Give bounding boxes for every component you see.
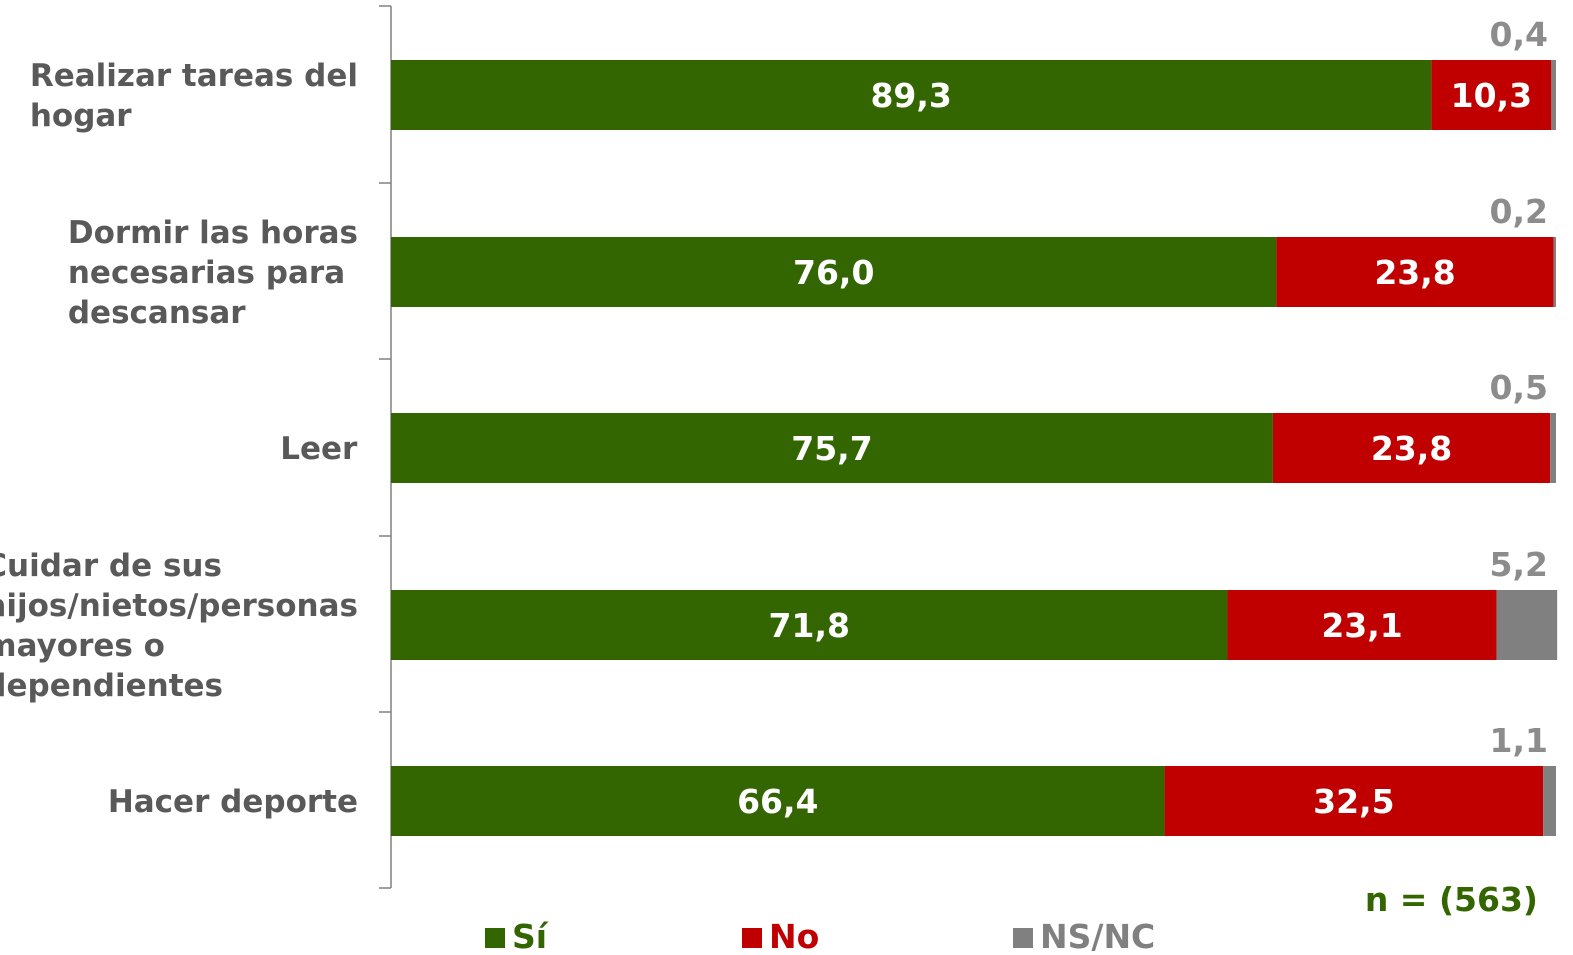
bar-segment-ns-nc: [1551, 60, 1556, 130]
bar-segment-no: [1272, 413, 1551, 483]
category-label-line: Dormir las horas: [68, 215, 358, 251]
category-label-line: hogar: [30, 98, 132, 134]
legend: Sí No NS/NC: [485, 917, 1155, 955]
bar-value-label: 10,3: [1451, 76, 1532, 115]
bar-value-label: 71,8: [769, 606, 850, 645]
bar-value-label-outside: 1,1: [1490, 721, 1548, 760]
bar-segment-s: [391, 590, 1228, 660]
bar-value-label: 76,0: [793, 253, 874, 292]
category-label: Dormir las horas necesarias para descansar: [68, 215, 358, 331]
bar-segment-no: [1276, 237, 1554, 307]
category-label-line: Leer: [280, 431, 358, 467]
bar-segment-no: [1431, 60, 1552, 130]
bar-segment-s: [391, 766, 1165, 836]
bar-value-label-outside: 0,2: [1490, 192, 1548, 231]
bar-value-label: 23,8: [1374, 253, 1455, 292]
category-label: Cuidar de sus hijos/nietos/personas mayore…: [0, 548, 358, 704]
bar-value-label: 89,3: [870, 76, 951, 115]
bar-segment-ns-nc: [1553, 237, 1556, 307]
bar-segment-no: [1227, 590, 1497, 660]
legend-label: No: [769, 917, 819, 955]
bar-segment-s: [391, 413, 1273, 483]
bar-segment-ns-nc: [1496, 590, 1558, 660]
bar-segment-ns-nc: [1550, 413, 1556, 483]
legend-swatch: [485, 928, 505, 948]
category-label: Leer: [280, 431, 358, 467]
bars: 89,3 10,3 0,4 76,0 23,8 0,2 75,7 23,8 0,5 71,8 23,…: [391, 15, 1558, 836]
bar-value-label-outside: 0,4: [1490, 15, 1548, 54]
legend-swatch: [1013, 928, 1033, 948]
bar-value-label: 66,4: [737, 782, 818, 821]
bar-value-label: 23,8: [1371, 429, 1452, 468]
bar-value-label: 23,1: [1321, 606, 1402, 645]
category-label-line: necesarias para: [68, 255, 345, 291]
axis: [379, 5, 392, 889]
sample-size-note: n = (563): [1365, 880, 1538, 919]
bar-segment-s: [391, 60, 1432, 130]
legend-label: NS/NC: [1040, 917, 1155, 955]
category-label-line: descansar: [68, 295, 246, 331]
bar-value-label: 75,7: [791, 429, 872, 468]
category-label: Realizar tareas del hogar: [30, 58, 358, 134]
bar-value-label-outside: 0,5: [1490, 368, 1548, 407]
category-label-line: Hacer deporte: [108, 784, 358, 820]
category-labels: Realizar tareas del hogar Dormir las horas…: [0, 58, 358, 820]
category-label-line: mayores o: [0, 628, 165, 664]
bar-value-label: 32,5: [1313, 782, 1394, 821]
bar-segment-ns-nc: [1543, 766, 1556, 836]
category-label-line: dependientes: [0, 668, 223, 704]
category-label: Hacer deporte: [108, 784, 358, 820]
legend-label: Sí: [512, 917, 549, 955]
bar-value-label-outside: 5,2: [1490, 545, 1548, 584]
legend-swatch: [742, 928, 762, 948]
category-label-line: Cuidar de sus: [0, 548, 222, 584]
bar-segment-no: [1164, 766, 1544, 836]
bar-segment-s: [391, 237, 1277, 307]
category-label-line: Realizar tareas del: [30, 58, 358, 94]
category-label-line: hijos/nietos/personas: [0, 588, 358, 624]
